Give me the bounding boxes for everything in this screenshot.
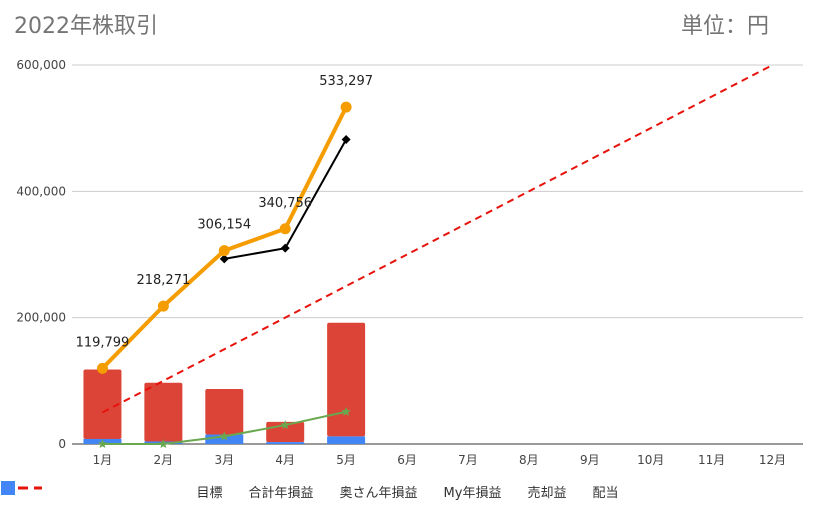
chart-title: 2022年株取引: [14, 14, 158, 39]
legend-item: 奥さん年損益: [1, 481, 418, 501]
legend-label: My年損益: [443, 485, 502, 501]
square-icon: [1, 481, 15, 495]
legend-label: 配当: [592, 485, 619, 501]
line-target: [101, 64, 774, 414]
y-tick-label: 200,000: [16, 311, 66, 325]
line-total: [101, 106, 348, 370]
marker-total: [340, 101, 352, 113]
legend-item: 売却益: [1, 481, 567, 501]
bar-dividend: [266, 442, 305, 444]
data-label-total: 340,756: [258, 196, 312, 211]
x-tick-label: 1月: [93, 453, 113, 467]
x-tick-label: 9月: [580, 453, 600, 467]
marker-wife: [158, 439, 169, 449]
marker-my: [280, 243, 290, 253]
y-tick-label: 0: [58, 437, 66, 451]
legend-item: 目標: [2, 482, 223, 501]
data-label-total: 533,297: [319, 74, 373, 89]
line-layer: [101, 64, 774, 445]
y-axis-ticks: 0 200,000 400,000 600,000: [16, 58, 66, 451]
bar-sale-profit: [83, 369, 122, 439]
legend-label: 目標: [196, 485, 223, 501]
x-tick-label: 12月: [759, 453, 786, 467]
legend-item: 配当: [1, 481, 619, 501]
unit-label: 単位：円: [680, 14, 769, 39]
legend-label: 合計年損益: [248, 485, 314, 501]
bar-dividend: [205, 434, 244, 444]
legend-item: My年損益: [1, 481, 502, 501]
x-tick-label: 3月: [214, 453, 234, 467]
legend-label: 奥さん年損益: [339, 485, 418, 501]
marker-total: [157, 300, 169, 312]
x-tick-label: 2月: [154, 453, 174, 467]
x-tick-label: 10月: [637, 453, 664, 467]
gridlines: [72, 64, 803, 445]
x-tick-label: 4月: [275, 453, 295, 467]
bar-sale-profit: [144, 382, 183, 442]
marker-layer: [96, 101, 352, 449]
y-tick-label: 600,000: [16, 58, 66, 72]
x-tick-label: 6月: [397, 453, 417, 467]
x-axis-ticks: 1月 2月 3月 4月 5月 6月 7月 8月 9月 10月 11月 12月: [93, 453, 787, 467]
marker-total: [218, 245, 230, 257]
marker-total: [96, 362, 108, 374]
bar-sale-profit: [205, 389, 244, 435]
marker-wife: [97, 439, 108, 449]
x-tick-label: 7月: [458, 453, 478, 467]
y-tick-label: 400,000: [16, 184, 66, 198]
combo-chart: 0 200,000 400,000 600,000 1月 2月 3月 4月 5月 6月 7月 8月 9…: [16, 58, 803, 467]
data-label-total: 306,154: [197, 218, 251, 233]
marker-my: [219, 254, 229, 264]
marker-wife: [219, 431, 230, 441]
marker-wife: [341, 406, 351, 416]
legend-item: 合計年損益: [2, 482, 314, 501]
bar-dividend: [327, 436, 366, 444]
marker-my: [341, 135, 351, 145]
x-tick-label: 5月: [336, 453, 356, 467]
x-tick-label: 8月: [519, 453, 539, 467]
data-label-layer: 119,799 218,271 306,154 340,756 533,297: [76, 74, 373, 350]
data-label-total: 119,799: [76, 335, 130, 350]
bar-sale-profit: [327, 322, 366, 437]
legend: 目標 合計年損益 奥さん年損益 My年損益 売却益 配当: [0, 480, 815, 502]
marker-total: [279, 223, 291, 235]
data-label-total: 218,271: [136, 273, 190, 288]
marker-wife: [280, 420, 290, 430]
legend-label: 売却益: [527, 485, 567, 501]
x-tick-label: 11月: [698, 453, 725, 467]
